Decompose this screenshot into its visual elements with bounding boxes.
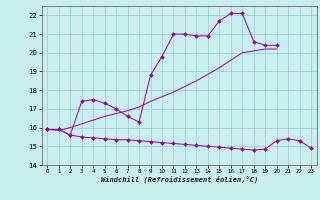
X-axis label: Windchill (Refroidissement éolien,°C): Windchill (Refroidissement éolien,°C): [100, 176, 258, 183]
